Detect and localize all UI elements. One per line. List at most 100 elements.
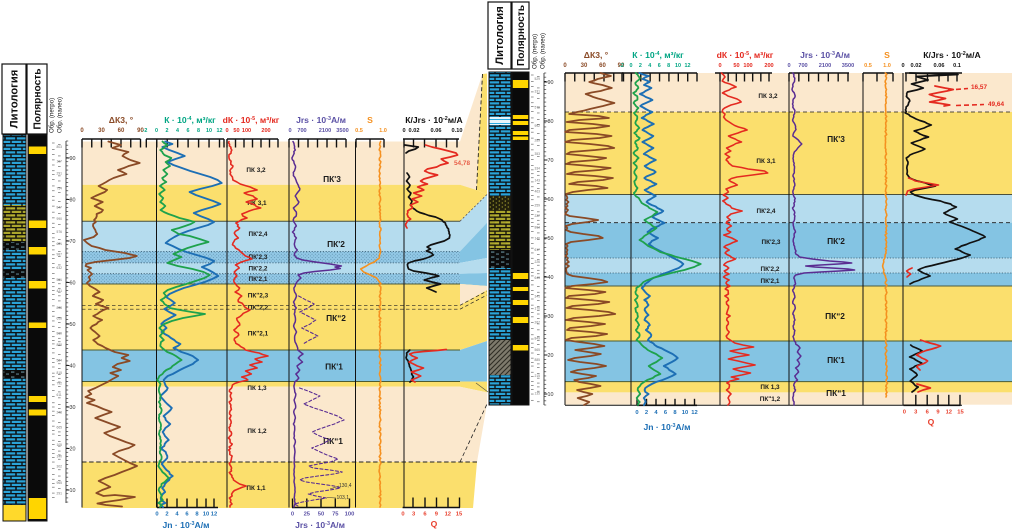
svg-text:6: 6 [187, 128, 190, 134]
svg-text:ПК'2,2: ПК'2,2 [249, 266, 268, 273]
svg-text:0: 0 [402, 128, 405, 134]
svg-text:643: 643 [535, 276, 541, 280]
svg-text:0.06: 0.06 [934, 63, 945, 69]
svg-text:8: 8 [667, 63, 670, 69]
svg-text:700: 700 [798, 63, 807, 69]
svg-text:ΔК3, °: ΔК3, ° [109, 115, 134, 125]
svg-text:ПКʺ2,2: ПКʺ2,2 [248, 305, 269, 312]
svg-text:54,78: 54,78 [454, 160, 470, 167]
svg-text:463: 463 [535, 189, 541, 193]
svg-text:992: 992 [535, 124, 541, 128]
svg-text:658: 658 [57, 317, 63, 321]
svg-text:0.5: 0.5 [355, 128, 363, 134]
svg-text:0: 0 [635, 410, 638, 416]
svg-text:Jrs · 10-3А/м: Jrs · 10-3А/м [295, 520, 345, 530]
svg-text:105: 105 [57, 443, 63, 447]
svg-text:8: 8 [195, 512, 199, 518]
svg-text:1.0: 1.0 [883, 63, 891, 69]
svg-text:565: 565 [535, 348, 541, 352]
svg-text:0: 0 [225, 128, 228, 134]
svg-text:30: 30 [548, 314, 554, 320]
svg-text:ПКʺ1: ПКʺ1 [826, 388, 846, 398]
svg-text:227: 227 [535, 214, 541, 218]
svg-text:ПК 3,2: ПК 3,2 [246, 167, 266, 174]
svg-text:Литология: Литология [9, 70, 21, 128]
svg-text:529: 529 [535, 77, 541, 81]
svg-text:10: 10 [203, 512, 209, 518]
svg-text:885: 885 [535, 358, 541, 362]
svg-text:75: 75 [332, 512, 339, 518]
svg-text:60: 60 [599, 63, 606, 69]
svg-text:200: 200 [764, 63, 773, 69]
svg-text:К/Jrs · 10-2м/А: К/Jrs · 10-2м/А [405, 115, 462, 125]
svg-text:226: 226 [535, 260, 541, 264]
svg-text:611: 611 [57, 393, 62, 397]
svg-text:965: 965 [57, 481, 63, 485]
svg-text:987: 987 [57, 253, 63, 257]
svg-text:0: 0 [718, 63, 721, 69]
svg-text:dК · 10-5, м³/кг: dК · 10-5, м³/кг [717, 50, 774, 60]
svg-text:S: S [884, 50, 890, 60]
svg-text:2: 2 [166, 128, 169, 134]
svg-text:Обр. (петро): Обр. (петро) [532, 34, 539, 69]
svg-text:792: 792 [57, 382, 63, 386]
svg-text:291: 291 [57, 492, 63, 496]
svg-text:Полярность: Полярность [516, 5, 527, 66]
svg-text:990: 990 [57, 217, 63, 221]
svg-text:632: 632 [57, 266, 63, 270]
svg-text:0.02: 0.02 [409, 128, 420, 134]
svg-text:4: 4 [654, 410, 658, 416]
svg-text:0: 0 [155, 512, 158, 518]
svg-text:267: 267 [535, 320, 541, 324]
svg-text:0: 0 [291, 512, 294, 518]
svg-text:3: 3 [914, 410, 918, 416]
svg-text:8: 8 [197, 128, 200, 134]
svg-text:ΔК3, °: ΔК3, ° [584, 50, 609, 60]
svg-text:0: 0 [903, 410, 906, 416]
svg-text:ПК 1,2: ПК 1,2 [247, 428, 267, 435]
svg-text:ПКʺ2,1: ПКʺ2,1 [248, 331, 269, 338]
svg-text:1.0: 1.0 [379, 128, 387, 134]
svg-text:Jn · 10-3А/м: Jn · 10-3А/м [163, 520, 210, 530]
svg-text:146: 146 [535, 236, 541, 240]
svg-text:353: 353 [535, 152, 541, 156]
svg-text:803: 803 [57, 145, 63, 149]
svg-text:ПК'2,4: ПК'2,4 [757, 208, 776, 215]
svg-text:49,64: 49,64 [988, 101, 1004, 108]
svg-text:-2: -2 [143, 128, 148, 134]
svg-text:849: 849 [535, 337, 541, 341]
svg-text:819: 819 [57, 332, 63, 336]
svg-text:140: 140 [57, 454, 63, 458]
svg-text:0: 0 [630, 63, 633, 69]
svg-text:dК · 10-5, м³/кг: dК · 10-5, м³/кг [223, 115, 280, 125]
svg-text:15: 15 [456, 512, 463, 518]
svg-text:30: 30 [581, 63, 588, 69]
svg-text:6: 6 [185, 512, 189, 518]
svg-text:Jrs · 10-3А/м: Jrs · 10-3А/м [296, 115, 346, 125]
svg-text:Q: Q [431, 519, 438, 529]
svg-text:12: 12 [211, 512, 217, 518]
svg-text:259: 259 [535, 203, 541, 207]
svg-text:ПК'2,2: ПК'2,2 [761, 266, 780, 273]
svg-text:ПК 3,2: ПК 3,2 [758, 93, 778, 100]
svg-text:9: 9 [936, 410, 940, 416]
svg-text:ПК'2,3: ПК'2,3 [762, 239, 781, 246]
svg-text:815: 815 [57, 371, 63, 375]
svg-text:Jn · 10-3А/м: Jn · 10-3А/м [644, 422, 691, 432]
svg-text:90: 90 [70, 156, 76, 162]
svg-text:10: 10 [548, 392, 554, 398]
svg-text:421: 421 [57, 289, 63, 293]
svg-text:90: 90 [618, 63, 625, 69]
svg-text:100: 100 [743, 63, 752, 69]
svg-text:0.10: 0.10 [452, 128, 463, 134]
svg-text:10: 10 [682, 410, 688, 416]
svg-text:0: 0 [80, 128, 84, 134]
svg-text:ПК'1: ПК'1 [325, 362, 343, 372]
svg-text:Jrs · 10-3А/м: Jrs · 10-3А/м [800, 50, 850, 60]
svg-text:681: 681 [57, 242, 63, 246]
svg-text:Обр. (палео): Обр. (палео) [57, 97, 64, 133]
svg-text:50: 50 [318, 512, 324, 518]
svg-text:334: 334 [535, 166, 541, 170]
svg-text:0: 0 [288, 128, 291, 134]
svg-text:ПКʺ1: ПКʺ1 [323, 436, 343, 446]
